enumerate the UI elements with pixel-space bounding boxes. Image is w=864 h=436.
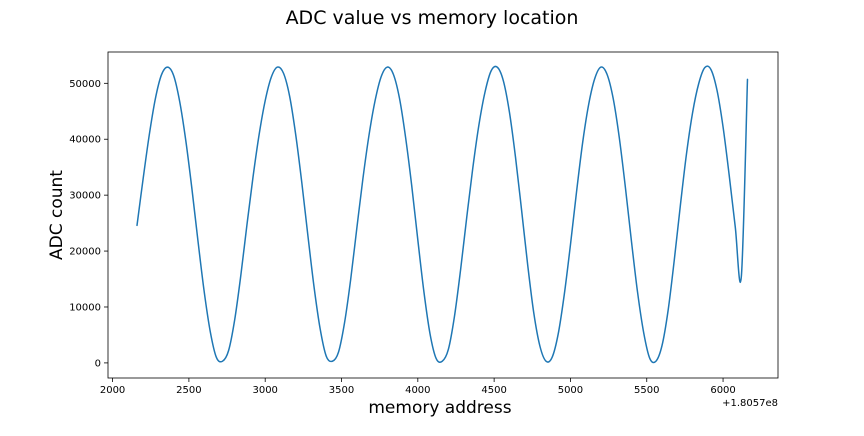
plot-area-frame	[107, 51, 779, 379]
series-line	[136, 65, 749, 364]
x-offset-label: +1.8057e8	[722, 398, 778, 409]
x-tick-label: 4000	[405, 385, 430, 396]
x-axis-ticks: 2000 2500 3000 3500 4000 4500 5000 5500 6000	[100, 378, 736, 396]
x-tick-label: 2500	[176, 385, 201, 396]
y-tick-label: 10000	[69, 302, 101, 313]
x-tick-label: 5000	[558, 385, 583, 396]
y-tick-label: 30000	[69, 191, 101, 202]
x-tick-label: 6000	[710, 385, 735, 396]
x-axis-label: memory address	[368, 398, 511, 418]
series-layer	[136, 65, 749, 364]
y-axis-ticks: 0 10000 20000 30000 40000 50000	[69, 79, 108, 369]
y-tick-label: 50000	[69, 79, 101, 90]
x-tick-label: 3000	[252, 385, 277, 396]
y-tick-label: 40000	[69, 135, 101, 146]
x-tick-label: 2000	[100, 385, 125, 396]
y-tick-label: 20000	[69, 247, 101, 258]
x-tick-label: 5500	[634, 385, 659, 396]
x-tick-label: 3500	[329, 385, 354, 396]
x-tick-label: 4500	[481, 385, 506, 396]
y-axis-label: ADC count	[47, 170, 67, 260]
y-tick-label: 0	[95, 358, 101, 369]
chart-title: ADC value vs memory location	[286, 7, 579, 29]
